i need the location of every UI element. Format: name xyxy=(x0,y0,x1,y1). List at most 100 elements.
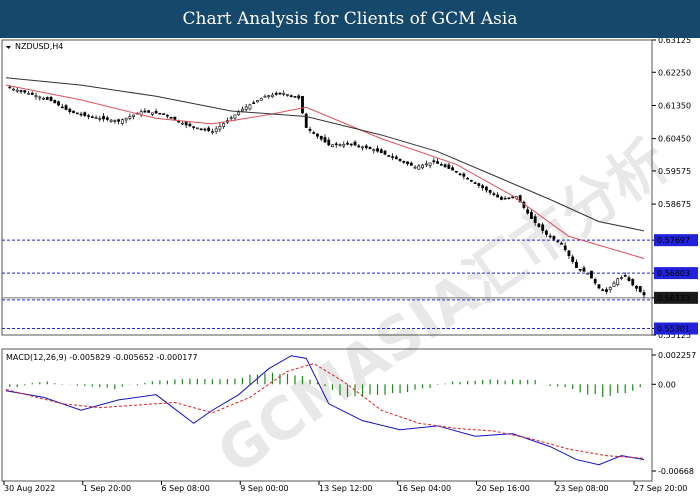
candle-body xyxy=(169,117,173,119)
candle-body xyxy=(447,164,451,169)
time-tick-label: 9 Sep 00:00 xyxy=(240,484,288,493)
candle-body xyxy=(372,149,376,152)
candle-body xyxy=(593,279,597,284)
macd-tick-label: 0.002257 xyxy=(658,351,696,360)
candle-body xyxy=(586,272,590,275)
candle-body xyxy=(229,117,233,120)
candle-body xyxy=(488,189,492,193)
candle-body xyxy=(83,112,87,116)
fast-ma-line xyxy=(5,84,645,259)
candle-body xyxy=(274,92,278,95)
candle-body xyxy=(263,95,267,98)
candle-body xyxy=(312,132,316,134)
candle-body xyxy=(316,133,319,137)
chart-area[interactable]: GCMASIA汇市分析 0.63125 0.62250 0.61350 0.60450… xyxy=(0,38,700,500)
candle-body xyxy=(30,92,34,95)
candle-body xyxy=(443,164,447,168)
candle-body xyxy=(492,193,496,196)
candle-body xyxy=(376,148,379,152)
level-label-box xyxy=(654,291,698,304)
candle-body xyxy=(342,144,346,147)
candle-body xyxy=(252,102,256,104)
price-tick-label: 0.58675 xyxy=(658,200,691,209)
candle-body xyxy=(218,125,222,130)
level-label: 0.56133 xyxy=(657,294,690,303)
macd-tick-label: 0.00 xyxy=(658,380,676,389)
collapse-triangle-icon xyxy=(6,46,11,49)
candle-body xyxy=(42,97,45,100)
candle-body xyxy=(173,116,177,120)
candle-body xyxy=(361,146,364,149)
time-tick-label: 16 Sep 04:00 xyxy=(398,484,451,493)
macd-pane-border xyxy=(1,348,653,482)
candle-body xyxy=(545,230,548,235)
candle-body xyxy=(15,89,19,92)
candle-body xyxy=(192,126,196,128)
candle-body xyxy=(518,195,522,203)
candle-body xyxy=(12,88,15,91)
candle-body xyxy=(75,112,79,115)
candle-body xyxy=(162,113,166,115)
candle-body xyxy=(409,162,413,166)
candle-body xyxy=(184,121,188,126)
candle-body xyxy=(477,183,481,186)
candle-body xyxy=(454,170,458,173)
candle-body xyxy=(612,282,616,287)
candle-body xyxy=(259,98,263,101)
candle-body xyxy=(469,179,473,182)
candle-body xyxy=(496,194,500,198)
candle-body xyxy=(364,145,368,149)
candle-body xyxy=(548,235,552,238)
candle-body xyxy=(304,113,308,128)
candle-body xyxy=(541,224,545,231)
candle-body xyxy=(143,110,147,113)
candle-body xyxy=(402,161,406,163)
candle-body xyxy=(128,116,132,119)
candle-body xyxy=(413,166,417,169)
candle-body xyxy=(627,277,631,281)
candle-body xyxy=(165,114,169,117)
macd-pane[interactable]: 0.002257 0.00 -0.00668 MACD(12,26,9) -0.005… xyxy=(1,348,696,482)
watermark-text: GCMASIA汇市分析 xyxy=(205,126,681,487)
candle-body xyxy=(338,144,342,146)
candle-body xyxy=(102,115,105,120)
candle-body xyxy=(64,105,68,110)
instrument-label: NZDUSD,H4 xyxy=(15,42,63,51)
candle-body xyxy=(203,128,207,131)
candle-body xyxy=(458,173,462,176)
header-bar: Chart Analysis for Clients of GCM Asia xyxy=(0,0,700,38)
candle-body xyxy=(49,96,53,101)
candle-body xyxy=(439,164,443,166)
candle-body xyxy=(466,177,470,180)
candle-body xyxy=(308,128,312,131)
candle-body xyxy=(72,110,75,113)
candle-body xyxy=(349,143,353,146)
candle-body xyxy=(511,196,515,199)
candle-body xyxy=(353,141,357,146)
candle-body xyxy=(45,97,49,100)
candle-body xyxy=(120,119,124,124)
candle-body xyxy=(237,111,241,115)
candle-body xyxy=(481,185,485,189)
candle-body xyxy=(578,269,582,271)
candle-body xyxy=(605,289,608,292)
time-tick-label: 1 Sep 20:00 xyxy=(83,484,131,493)
candle-body xyxy=(117,119,120,122)
candle-body xyxy=(620,277,623,279)
price-pane[interactable]: 0.63125 0.62250 0.61350 0.60450 0.59575 0.586… xyxy=(1,38,698,340)
candle-body xyxy=(267,95,271,98)
candle-body xyxy=(222,123,226,127)
candle-body xyxy=(391,156,394,158)
candle-body xyxy=(180,122,184,125)
candle-body xyxy=(601,289,605,292)
candle-body xyxy=(34,95,38,98)
candle-body xyxy=(575,261,578,269)
candle-body xyxy=(616,278,620,286)
candle-body xyxy=(68,108,72,113)
level-label: 0.55301 xyxy=(657,325,690,334)
candle-body xyxy=(428,162,432,166)
macd-label: MACD(12,26,9) -0.005829 -0.005652 -0.000… xyxy=(6,353,198,362)
candle-body xyxy=(473,182,477,184)
candle-body xyxy=(432,160,436,163)
candle-body xyxy=(124,117,128,121)
